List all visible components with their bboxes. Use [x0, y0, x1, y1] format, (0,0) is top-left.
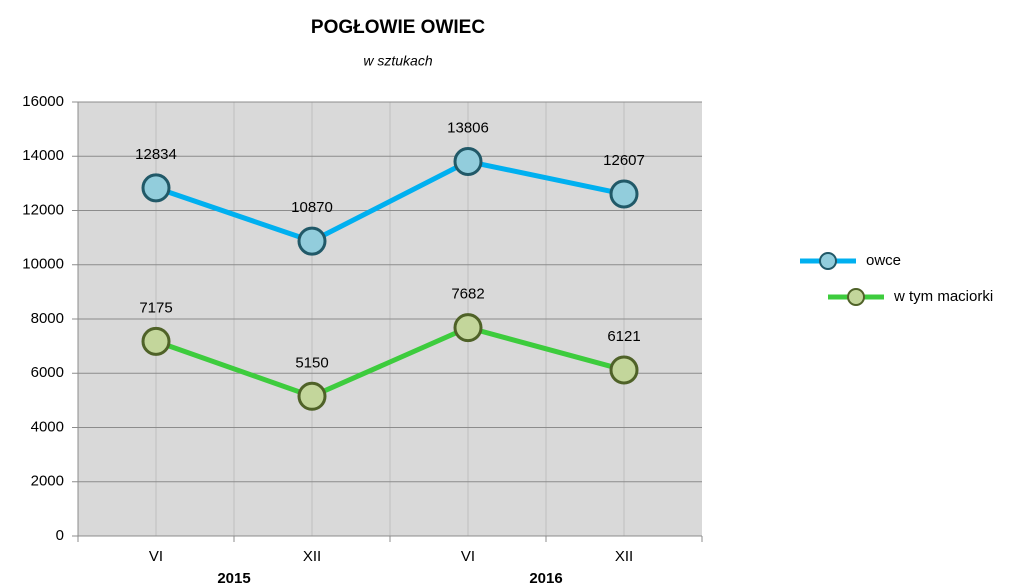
y-tick-label: 0	[56, 527, 64, 544]
y-tick-label: 12000	[22, 201, 64, 218]
marker	[453, 313, 483, 343]
data-label: 5150	[295, 354, 328, 371]
x-tick-label: XII	[303, 548, 321, 565]
group-label: 2015	[217, 570, 250, 586]
marker	[453, 147, 483, 177]
marker	[609, 355, 639, 385]
data-label: 13806	[447, 119, 489, 136]
x-tick-label: XII	[615, 548, 633, 565]
data-label: 7175	[139, 299, 172, 316]
data-label: 6121	[607, 328, 640, 345]
legend-label: owce	[866, 252, 901, 269]
marker	[141, 326, 171, 356]
y-tick-label: 4000	[31, 418, 64, 435]
chart-title: POGŁOWIE OWIEC	[311, 17, 485, 38]
data-label: 12834	[135, 146, 177, 163]
x-tick-label: VI	[461, 548, 475, 565]
y-tick-label: 6000	[31, 364, 64, 381]
y-tick-label: 14000	[22, 147, 64, 164]
legend-marker	[819, 252, 837, 270]
legend-marker	[847, 288, 865, 306]
y-tick-label: 10000	[22, 256, 64, 273]
y-tick-label: 8000	[31, 310, 64, 327]
marker	[297, 226, 327, 256]
y-tick-label: 2000	[31, 473, 64, 490]
marker	[141, 173, 171, 203]
group-label: 2016	[529, 570, 562, 586]
data-label: 12607	[603, 152, 645, 169]
series-line	[155, 158, 625, 244]
series-line	[155, 324, 625, 399]
data-label: 7682	[451, 286, 484, 303]
chart-subtitle: w sztukach	[363, 53, 432, 69]
x-tick-label: VI	[149, 548, 163, 565]
y-tick-label: 16000	[22, 93, 64, 110]
marker	[297, 381, 327, 411]
data-label: 10870	[291, 199, 333, 216]
marker	[609, 179, 639, 209]
legend-label: w tym maciorki	[893, 288, 993, 305]
